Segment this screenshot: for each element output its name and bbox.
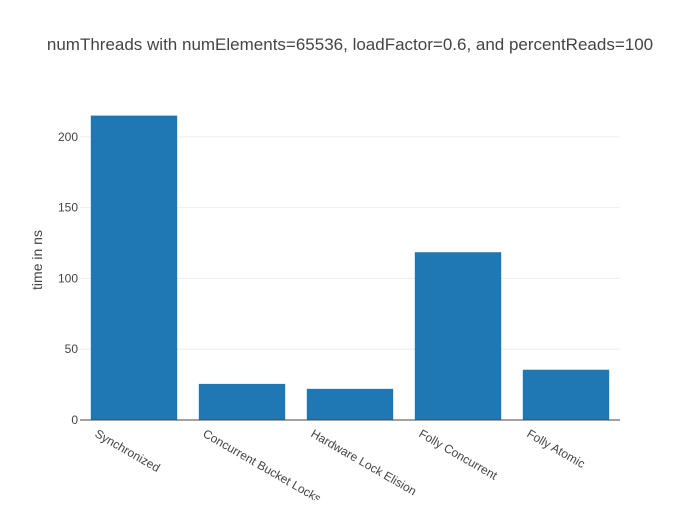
y-tick-label-200: 200 <box>58 130 78 144</box>
bar-concurrent-bucket-locks <box>198 383 286 420</box>
y-tick-label-50: 50 <box>65 342 79 356</box>
bar-folly-atomic <box>522 369 610 420</box>
x-tick-label-folly-atomic: Folly Atomic <box>525 426 588 470</box>
x-tick-label-concurrent-bucket-locks: Concurrent Bucket Locks <box>201 426 324 500</box>
y-axis-title: time in ns <box>29 230 45 290</box>
bar-hardware-lock-elision <box>306 388 394 420</box>
x-tick-label-synchronized: Synchronized <box>93 426 163 474</box>
x-tick-label-hardware-lock-elision: Hardware Lock Elision <box>309 426 419 498</box>
y-tick-label-100: 100 <box>58 271 78 285</box>
bar-folly-concurrent <box>414 252 502 420</box>
x-tick-label-folly-concurrent: Folly Concurrent <box>417 426 501 482</box>
y-tick-label-150: 150 <box>58 201 78 215</box>
y-axis-ticks: 0 50 100 150 200 <box>58 130 78 427</box>
y-tick-label-0: 0 <box>71 413 78 427</box>
bar-synchronized <box>90 115 178 420</box>
x-axis-ticks: Synchronized Concurrent Bucket LocksHardw… <box>93 426 588 505</box>
bars <box>90 115 610 420</box>
chart-title: numThreads with numElements=65536, loadF… <box>47 35 653 54</box>
